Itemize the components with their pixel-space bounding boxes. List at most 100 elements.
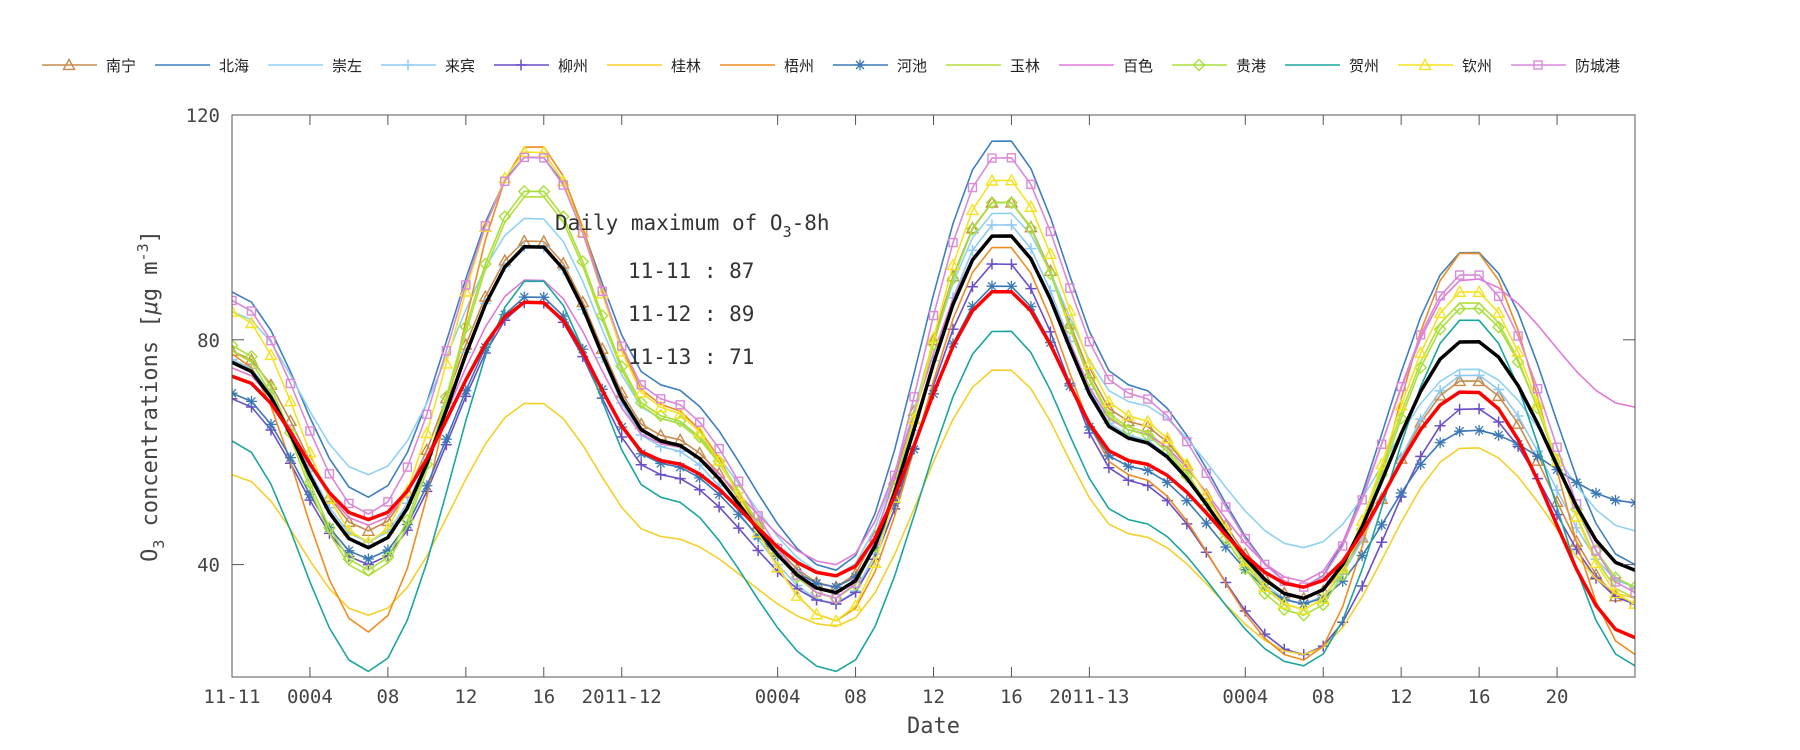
data-point-7-48 [1161, 476, 1173, 488]
data-point-7-16 [538, 291, 550, 303]
series-group-14 [232, 234, 1635, 601]
x-tick-label-12: 08 [1312, 686, 1335, 708]
series-group-5 [232, 369, 1635, 656]
x-tick-label-4: 16 [532, 686, 555, 708]
series-line-mean-black [232, 234, 1635, 601]
data-point-0-67 [1530, 453, 1545, 466]
legend-item-10: 贵港 [1172, 57, 1266, 75]
data-point-12-8 [381, 521, 395, 534]
data-point-10-7 [361, 563, 375, 577]
data-point-7-27 [752, 530, 764, 542]
data-point-4-0 [232, 393, 238, 405]
data-point-12-63 [1452, 285, 1467, 298]
legend-item-11: 贺州 [1285, 57, 1379, 75]
data-point-13-51 [1221, 502, 1231, 512]
legend-label-2: 崇左 [332, 57, 362, 75]
y-axis-label-sub: 3 [150, 540, 168, 549]
x-tick-label-15: 20 [1546, 686, 1569, 708]
data-point-4-26 [733, 522, 745, 534]
data-point-4-65 [1493, 416, 1505, 428]
legend-item-6: 梧州 [720, 57, 814, 75]
data-point-12-43 [1063, 303, 1077, 316]
data-point-12-64 [1472, 284, 1486, 297]
data-point-7-6 [343, 545, 355, 557]
data-point-10-47 [1141, 428, 1155, 442]
x-tick-label-2: 08 [376, 686, 399, 708]
legend-item-5: 桂林 [607, 57, 701, 75]
data-point-13-10 [422, 409, 432, 420]
data-point-7-12 [460, 385, 472, 397]
data-point-7-44 [1083, 421, 1095, 433]
data-point-10-63 [1453, 302, 1467, 316]
data-point-12-38 [965, 203, 980, 216]
annotation-title-rest: -8h [792, 211, 830, 235]
data-point-13-8 [383, 497, 393, 507]
series-line-1 [232, 140, 1635, 588]
y-tick-label-1: 80 [197, 330, 220, 352]
x-tick-label-1: 0004 [287, 686, 333, 708]
data-point-10-16 [537, 184, 551, 198]
data-point-10-6 [342, 552, 356, 566]
data-point-7-50 [1200, 517, 1212, 529]
data-point-4-39 [986, 258, 998, 270]
data-point-13-53 [1260, 559, 1270, 570]
data-point-7-68 [1551, 464, 1563, 476]
data-point-10-5 [322, 521, 336, 535]
series-line-6 [232, 146, 1635, 661]
data-point-10-14 [498, 210, 512, 224]
data-point-10-44 [1082, 373, 1096, 387]
data-point-13-65 [1493, 291, 1504, 302]
data-point-12-54 [1277, 596, 1291, 609]
x-tick-label-3: 12 [454, 686, 477, 708]
data-point-4-24 [694, 484, 706, 496]
data-point-13-27 [753, 511, 763, 521]
data-point-13-44 [1084, 336, 1095, 347]
series-line-13 [232, 156, 1635, 600]
data-point-3-24 [694, 459, 706, 471]
data-point-10-25 [712, 454, 726, 468]
data-point-13-1 [246, 306, 257, 316]
data-point-12-2 [264, 348, 278, 361]
data-point-13-26 [733, 476, 744, 486]
series-group-6 [232, 146, 1635, 661]
data-point-7-54 [1278, 594, 1290, 606]
data-point-10-72 [1628, 580, 1635, 594]
data-point-13-24 [694, 417, 705, 427]
data-point-12-42 [1043, 246, 1058, 259]
data-point-13-58 [1357, 495, 1367, 505]
data-point-4-45 [1103, 462, 1115, 474]
data-point-7-40 [1005, 280, 1017, 292]
data-point-10-2 [264, 381, 278, 395]
data-point-7-14 [499, 309, 511, 321]
data-point-12-66 [1511, 344, 1525, 357]
data-point-10-67 [1531, 401, 1545, 415]
data-point-13-63 [1454, 270, 1465, 280]
series-line-10 [232, 190, 1635, 616]
y-axis-label-mu: μ [138, 301, 163, 315]
y-axis-label-rest: concentrations [ [138, 314, 163, 539]
series-line-5 [232, 369, 1635, 656]
data-point-13-64 [1474, 270, 1484, 280]
data-point-0-63 [1452, 374, 1467, 387]
legend-marker-12 [1418, 58, 1432, 71]
data-point-13-61 [1415, 330, 1426, 340]
legend-label-0: 南宁 [106, 57, 136, 75]
data-point-12-28 [770, 560, 785, 573]
axes: 40 80 120 11-11 0004 08 12 16 2011-12 0004 08 12 16 2… [134, 105, 1636, 739]
data-point-4-25 [713, 501, 725, 513]
data-point-7-69 [1571, 477, 1583, 489]
legend-label-4: 柳州 [558, 57, 588, 75]
data-point-7-31 [830, 581, 842, 593]
data-point-3-0 [232, 353, 238, 365]
legend-label-7: 河池 [897, 57, 927, 75]
legend-item-4: 柳州 [494, 57, 588, 75]
data-point-13-72 [1630, 588, 1635, 598]
data-point-13-16 [539, 153, 549, 163]
series-layer [232, 140, 1635, 673]
data-point-10-42 [1043, 267, 1057, 281]
legend-label-5: 桂林 [671, 57, 701, 75]
data-point-7-63 [1454, 425, 1466, 437]
series-group-11 [232, 280, 1635, 673]
data-point-13-62 [1435, 291, 1445, 301]
legend-marker-7 [854, 59, 866, 71]
